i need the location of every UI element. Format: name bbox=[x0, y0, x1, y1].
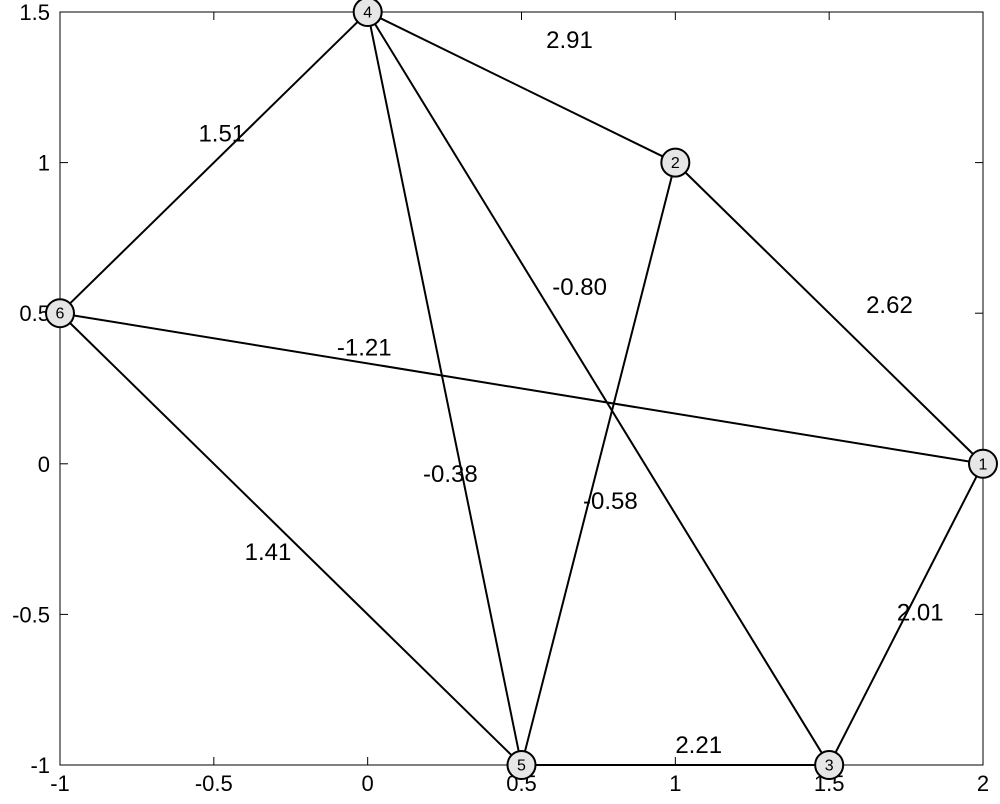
edge-weight-label: 2.21 bbox=[675, 732, 722, 759]
y-tick-label: 0 bbox=[38, 452, 50, 477]
graph-edge bbox=[525, 176, 672, 751]
edge-weight-label: -1.21 bbox=[337, 334, 392, 361]
graph-node-label: 2 bbox=[671, 155, 680, 172]
x-tick-label: 0 bbox=[362, 771, 374, 796]
edge-weight-label: 2.91 bbox=[546, 27, 593, 54]
graph-node-label: 6 bbox=[56, 306, 65, 323]
edge-weight-label: 1.51 bbox=[198, 121, 245, 148]
edge-weight-label: -0.58 bbox=[583, 488, 638, 515]
network-chart: -1-0.500.511.52-1-0.500.511.52.911.512.6… bbox=[0, 0, 1000, 804]
graph-node-label: 3 bbox=[825, 758, 834, 775]
y-tick-label: -0.5 bbox=[12, 602, 50, 627]
edge-weight-label: 1.41 bbox=[245, 539, 292, 566]
edge-weight-label: 2.62 bbox=[866, 292, 913, 319]
edge-weight-label: 2.01 bbox=[897, 599, 944, 626]
x-tick-label: 2 bbox=[977, 771, 989, 796]
graph-edge bbox=[380, 18, 663, 156]
graph-node-label: 4 bbox=[363, 5, 372, 22]
graph-edge bbox=[370, 26, 518, 752]
y-tick-label: 1.5 bbox=[19, 0, 50, 25]
x-tick-label: -1 bbox=[50, 771, 70, 796]
graph-node-label: 1 bbox=[979, 456, 988, 473]
y-tick-label: -1 bbox=[30, 753, 50, 778]
graph-edge bbox=[74, 315, 969, 461]
graph-edge bbox=[685, 172, 973, 454]
x-tick-label: -0.5 bbox=[195, 771, 233, 796]
y-tick-label: 1 bbox=[38, 151, 50, 176]
edge-weight-label: -0.80 bbox=[552, 274, 607, 301]
graph-edge bbox=[70, 22, 358, 304]
x-tick-label: 1 bbox=[669, 771, 681, 796]
graph-edge bbox=[375, 24, 822, 753]
graph-node-label: 5 bbox=[517, 758, 526, 775]
edge-weight-label: -0.38 bbox=[423, 461, 478, 488]
chart-svg: -1-0.500.511.52-1-0.500.511.52.911.512.6… bbox=[0, 0, 1000, 804]
